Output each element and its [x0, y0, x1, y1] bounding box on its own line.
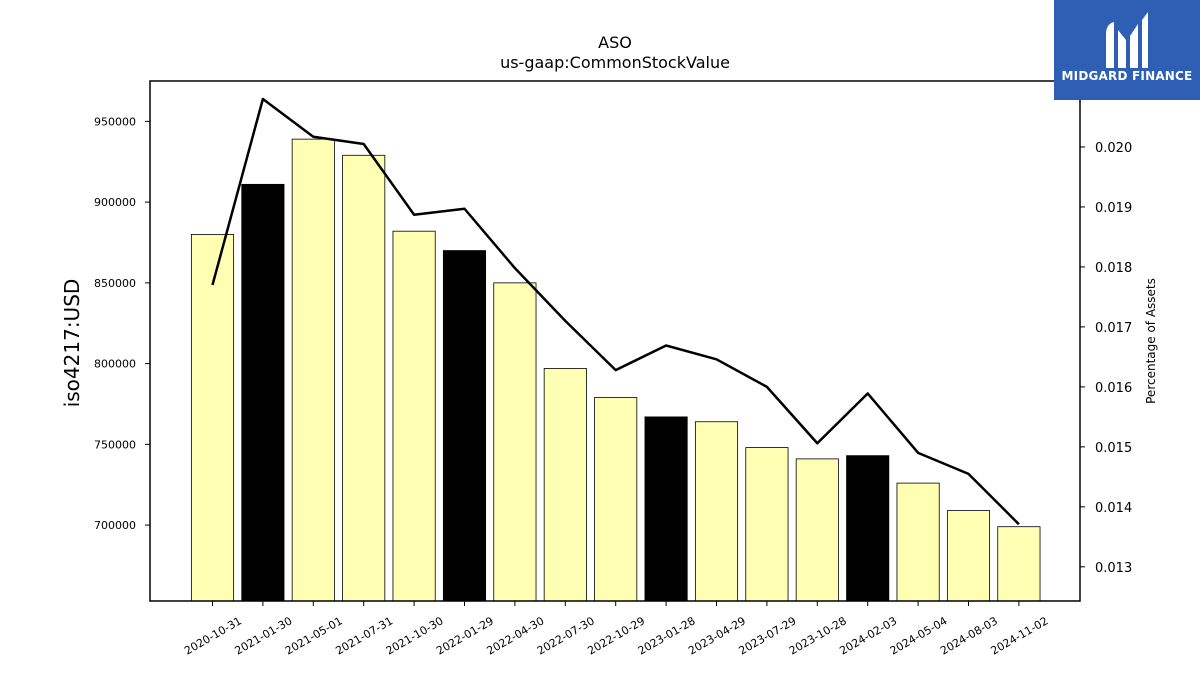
bar [493, 282, 537, 602]
percentage-line [211, 97, 1020, 526]
y2-axis-label: Percentage of Assets [1144, 278, 1158, 404]
bar [745, 447, 789, 602]
y-tick-label: 700000 [94, 519, 136, 532]
y-tick-label: 750000 [94, 438, 136, 451]
bar [241, 183, 285, 602]
bar [795, 458, 839, 602]
midgard-m-logo-icon [1106, 12, 1148, 68]
y2-tick-label: 0.015 [1095, 441, 1132, 456]
bar [846, 455, 890, 602]
y2-tick-label: 0.014 [1095, 501, 1132, 516]
x-tick-label: 2024-11-02 [989, 614, 1051, 657]
bar [291, 138, 335, 602]
y2-tick-label: 0.017 [1095, 321, 1132, 336]
y2-tick-label: 0.018 [1095, 261, 1132, 276]
y-tick-label: 800000 [94, 358, 136, 371]
y-axis-label: iso4217:USD [60, 279, 84, 408]
line-series [211, 97, 1020, 526]
bar [594, 397, 638, 602]
bar [442, 250, 487, 602]
y-tick-label: 900000 [94, 196, 136, 209]
y2-tick-label: 0.019 [1095, 201, 1132, 216]
bar [190, 234, 235, 602]
bar [342, 154, 386, 602]
plot-frame [149, 80, 1081, 602]
y-tick-label: 950000 [94, 115, 136, 128]
y-tick-label: 850000 [94, 277, 136, 290]
bar [392, 230, 436, 602]
bar [896, 482, 940, 602]
bar-series [190, 138, 1041, 602]
bar [543, 368, 587, 602]
y2-tick-label: 0.016 [1095, 381, 1132, 396]
bar [694, 421, 739, 602]
y2-tick-label: 0.020 [1095, 141, 1132, 156]
bar [997, 526, 1041, 602]
chart-title: ASO [598, 33, 632, 52]
brand-name: MIDGARD FINANCE [1061, 69, 1193, 83]
bar [946, 510, 991, 602]
y2-tick-label: 0.013 [1095, 561, 1132, 576]
chart-subtitle: us-gaap:CommonStockValue [500, 53, 730, 72]
bar [644, 416, 688, 602]
brand-logo: MIDGARD FINANCE [1054, 0, 1200, 100]
